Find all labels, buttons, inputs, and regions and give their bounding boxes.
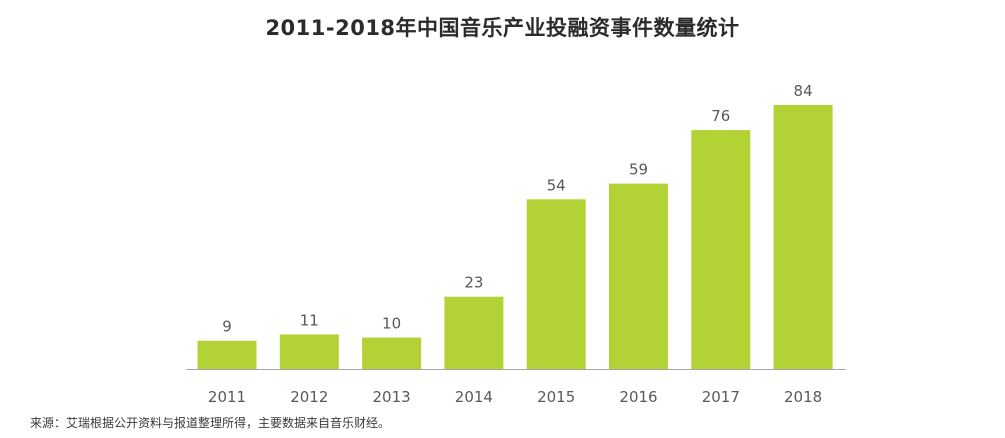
data-label-2015: 54: [547, 176, 566, 194]
bar-2018: [773, 105, 833, 369]
bar-2013: [362, 337, 422, 369]
x-tick-label-2014: 2014: [455, 388, 493, 406]
data-label-2017: 76: [711, 107, 730, 125]
chart-title: 2011-2018年中国音乐产业投融资事件数量统计: [265, 16, 740, 40]
bar-2016: [609, 183, 668, 369]
x-tick-label-2017: 2017: [702, 388, 740, 406]
bar-2014: [444, 296, 504, 369]
x-tick-label-2016: 2016: [619, 388, 657, 406]
bar-2017: [691, 130, 751, 369]
bar-2015: [526, 199, 586, 369]
x-tick-label-2013: 2013: [373, 388, 411, 406]
x-tick-label-2011: 2011: [208, 388, 246, 406]
data-label-2014: 23: [464, 274, 483, 292]
x-tick-label-2018: 2018: [784, 388, 822, 406]
x-tick-label-2015: 2015: [537, 388, 575, 406]
data-label-2013: 10: [382, 315, 401, 333]
source-note: 来源：艾瑞根据公开资料与报道整理所得，主要数据来自音乐财经。: [30, 416, 391, 430]
bar-2012: [279, 334, 339, 369]
bar-2011: [197, 340, 257, 369]
data-label-2012: 11: [300, 311, 319, 329]
x-tick-label-2012: 2012: [290, 388, 328, 406]
data-label-2018: 84: [794, 82, 813, 100]
data-label-2016: 59: [629, 161, 648, 179]
data-label-2011: 9: [222, 318, 232, 336]
